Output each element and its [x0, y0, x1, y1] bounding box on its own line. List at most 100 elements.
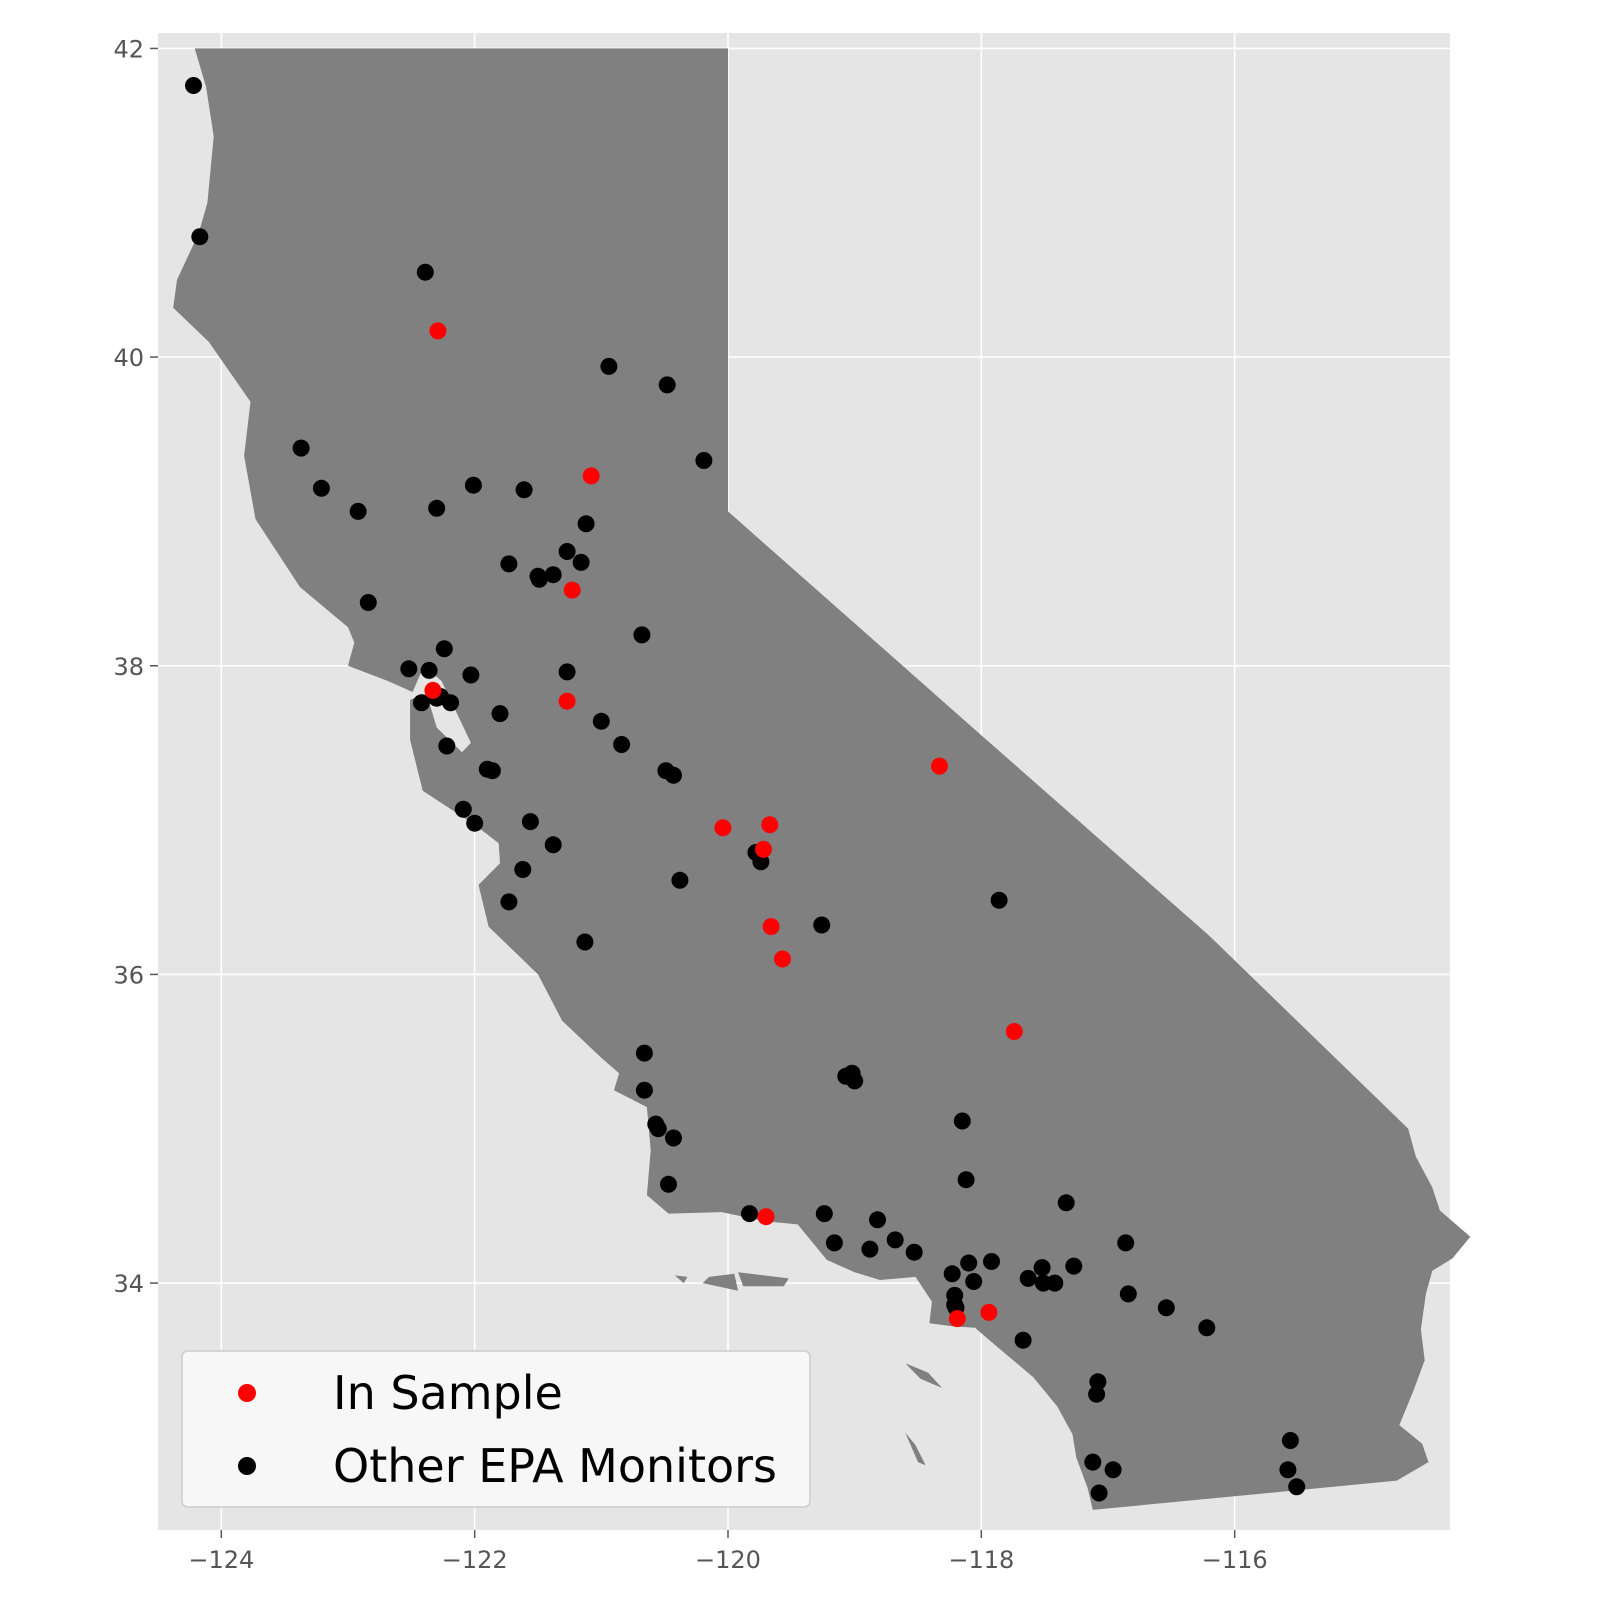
epa-monitor-point [442, 694, 460, 712]
california-map [173, 48, 1471, 1510]
epa-monitor-point [1198, 1319, 1216, 1337]
x-axis-ticks: −124 −122 −120 −118 −116 [188, 1530, 1268, 1574]
epa-monitor-point [491, 705, 509, 723]
epa-monitor-point [600, 357, 618, 375]
epa-monitor-point [515, 481, 533, 499]
epa-monitor-point [658, 376, 676, 394]
epa-monitor-point [1057, 1194, 1075, 1212]
epa-monitor-point [1014, 1331, 1032, 1349]
epa-monitor-point [464, 476, 482, 494]
x-tick-label: −124 [188, 1546, 254, 1574]
in-sample-point [980, 1303, 998, 1321]
legend: In Sample Other EPA Monitors [181, 1350, 811, 1508]
epa-monitor-point [1033, 1259, 1051, 1277]
epa-monitor-point [665, 1129, 682, 1147]
epa-monitor-point [292, 439, 310, 457]
epa-monitor-point [420, 661, 438, 679]
epa-monitor-point [413, 694, 430, 712]
epa-monitor-point [500, 893, 518, 911]
epa-monitor-point [191, 228, 209, 246]
in-sample-point [1005, 1023, 1023, 1040]
epa-monitor-point [1084, 1453, 1102, 1471]
epa-monitor-point [825, 1234, 843, 1252]
epa-monitor-point [312, 479, 330, 497]
epa-monitor-point [861, 1240, 879, 1258]
epa-monitor-point [1088, 1385, 1106, 1403]
y-tick-label: 38 [113, 653, 144, 681]
in-sample-point [931, 757, 948, 775]
epa-monitor-point [886, 1231, 904, 1249]
epa-monitor-point [428, 499, 446, 517]
in-sample-point [757, 1208, 775, 1226]
epa-monitor-point [1019, 1269, 1037, 1287]
epa-monitor-point [349, 502, 367, 520]
island [674, 1275, 688, 1284]
island [905, 1363, 943, 1388]
epa-monitor-point [635, 1044, 653, 1062]
epa-monitor-point [530, 570, 548, 588]
epa-monitor-point [990, 891, 1008, 909]
x-tick-label: −120 [695, 1546, 761, 1574]
y-axis-ticks: 34 36 38 40 42 [113, 35, 158, 1298]
epa-monitor-point [869, 1211, 886, 1229]
epa-monitor-point [483, 762, 501, 780]
epa-monitor-point [983, 1253, 1000, 1270]
channel-islands [674, 1272, 943, 1466]
epa-monitor-point [943, 1265, 961, 1283]
epa-monitor-point [462, 666, 480, 684]
epa-monitor-point [1065, 1257, 1083, 1275]
island [738, 1272, 789, 1287]
epa-monitor-point [438, 737, 456, 755]
in-sample-point [755, 840, 772, 858]
legend-label-other-epa-monitors: Other EPA Monitors [333, 1439, 777, 1493]
epa-monitor-point [1090, 1484, 1108, 1502]
in-sample-point [429, 322, 447, 340]
epa-monitor-point [558, 663, 576, 681]
in-sample-point [761, 816, 779, 834]
epa-monitor-point [649, 1120, 667, 1138]
epa-monitor-point [813, 916, 831, 934]
epa-monitor-point [359, 594, 377, 611]
epa-monitor-point [965, 1273, 983, 1290]
epa-monitor-point [466, 814, 484, 832]
epa-monitor-point [1046, 1274, 1064, 1292]
epa-monitor-point [576, 933, 594, 951]
epa-monitor-point [1288, 1478, 1306, 1496]
california-landmass [173, 48, 1471, 1510]
epa-monitor-point [1281, 1432, 1299, 1449]
epa-monitor-point [572, 553, 590, 571]
epa-monitor-point [741, 1205, 758, 1223]
in-sample-point [424, 681, 442, 699]
x-tick-label: −118 [948, 1546, 1014, 1574]
epa-monitor-point [1117, 1234, 1135, 1252]
x-tick-label: −122 [442, 1546, 508, 1574]
epa-monitor-point [577, 515, 595, 533]
x-tick-label: −116 [1202, 1546, 1268, 1574]
epa-monitor-point [558, 543, 576, 560]
y-tick-label: 36 [113, 961, 144, 989]
in-sample-point [762, 918, 780, 936]
in-sample-point [563, 581, 581, 599]
monitor-points [185, 77, 1306, 1502]
epa-monitor-point [1119, 1285, 1137, 1303]
y-tick-label: 40 [113, 344, 144, 372]
in-sample-point [948, 1310, 966, 1328]
epa-monitor-point [544, 566, 562, 584]
in-sample-point [558, 692, 576, 710]
epa-monitor-point [957, 1171, 975, 1189]
epa-monitor-point [846, 1072, 864, 1090]
epa-monitor-point [544, 836, 562, 854]
legend-marker-other-epa-monitors [238, 1457, 256, 1475]
legend-label-in-sample: In Sample [333, 1366, 563, 1420]
legend-box [181, 1350, 811, 1508]
epa-monitor-point [815, 1205, 833, 1223]
epa-monitor-point [905, 1243, 923, 1261]
series-other-epa-monitors [185, 77, 1306, 1502]
epa-monitor-point [953, 1112, 971, 1130]
epa-monitor-point [454, 800, 472, 818]
epa-monitor-point [695, 452, 713, 469]
epa-monitor-point [500, 555, 518, 573]
epa-monitor-point [416, 263, 434, 281]
epa-monitor-point [185, 77, 202, 94]
epa-monitor-point [514, 861, 532, 878]
